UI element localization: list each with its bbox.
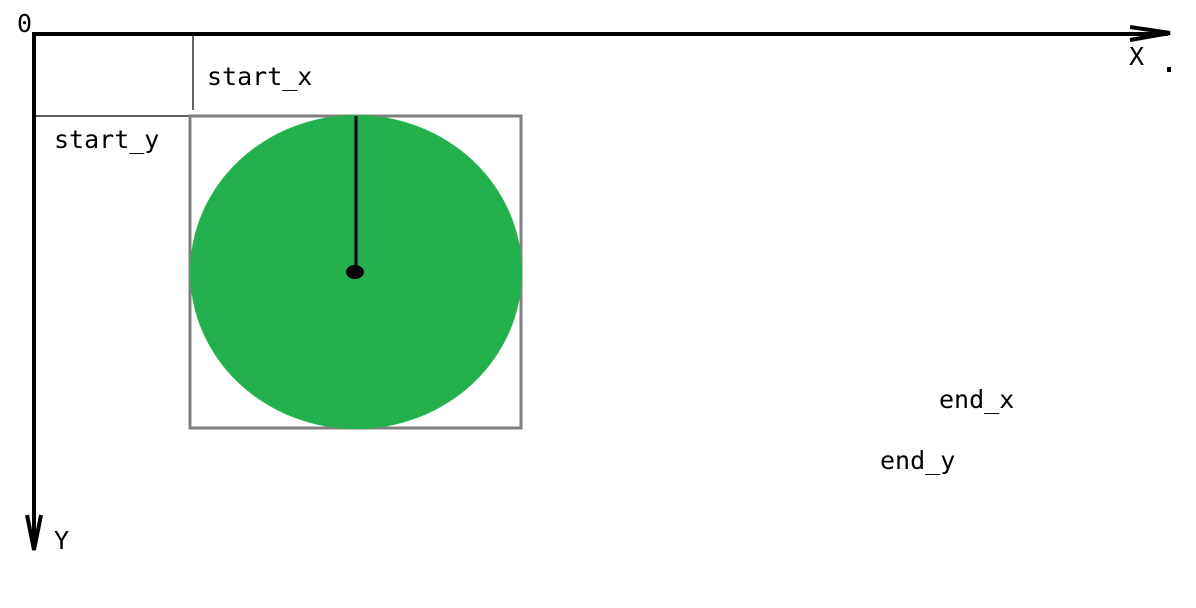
y-axis-arrow-icon	[25, 514, 43, 551]
start-y-label: start_y	[54, 125, 160, 154]
start-x-label: start_x	[207, 62, 313, 91]
x-axis-label: X	[1129, 42, 1145, 71]
origin-label: 0	[17, 9, 33, 38]
stray-dot	[1167, 67, 1171, 72]
center-point-icon	[346, 265, 364, 279]
x-axis-arrow-icon	[1129, 25, 1171, 42]
end-y-label: end_y	[880, 446, 956, 475]
end-x-label: end_x	[939, 385, 1015, 414]
y-axis-label: Y	[54, 526, 70, 555]
